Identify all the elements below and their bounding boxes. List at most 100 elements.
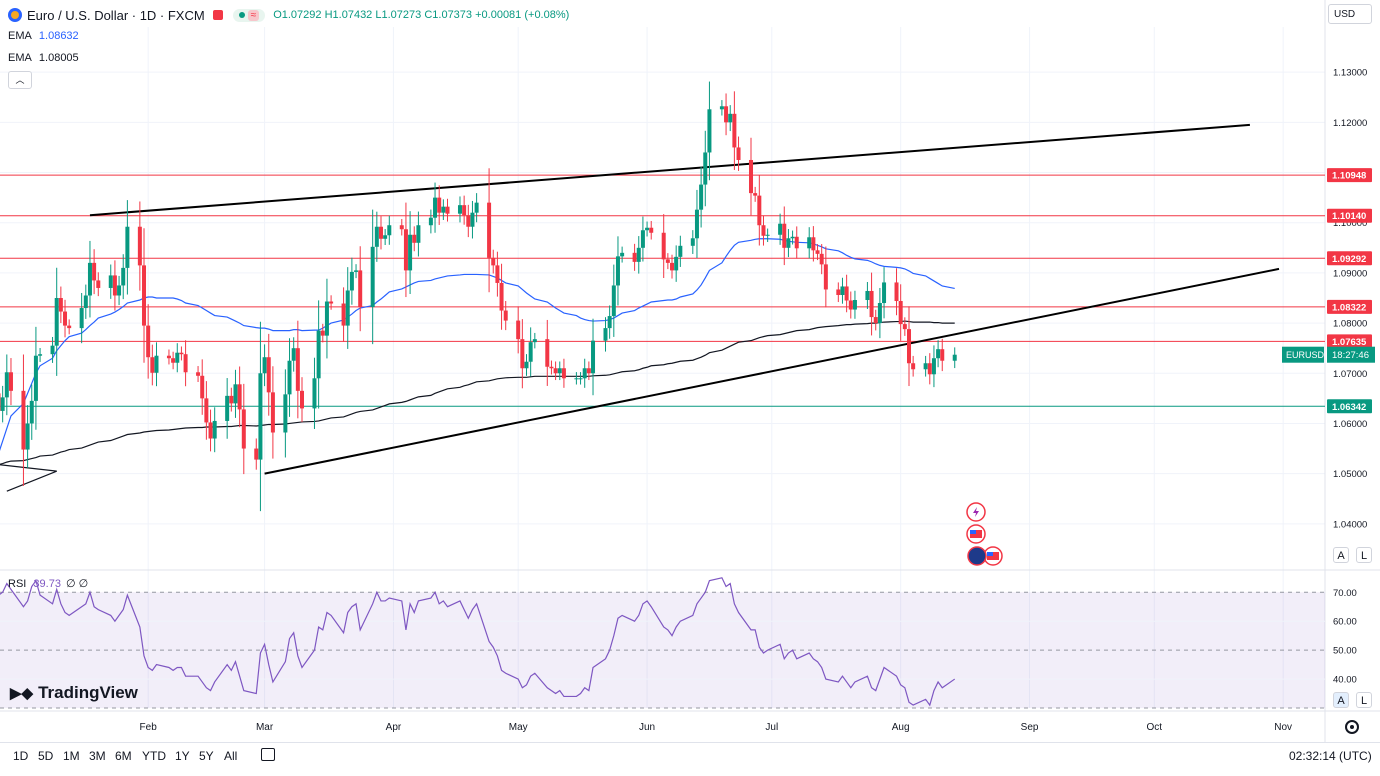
price-axis-tick-label: 1.04000 — [1333, 519, 1367, 530]
candle-body — [620, 252, 625, 257]
price-axis-tick-label: 1.06000 — [1333, 419, 1367, 430]
time-axis-tick-label: Jul — [765, 722, 778, 733]
candle-body — [840, 286, 845, 295]
candle-body — [873, 317, 878, 324]
candle-body — [291, 348, 296, 361]
bottom-toolbar: 1D 5D 1M 3M 6M YTD 1Y 5Y All 02:32:14 (U… — [0, 742, 1380, 769]
candle-body — [183, 354, 188, 373]
candle-body — [670, 262, 675, 271]
ema-label: EMA — [8, 52, 32, 64]
currency-pair-icon — [8, 8, 22, 22]
collapse-legend-button[interactable]: ︿ — [8, 71, 32, 89]
candle-body — [491, 257, 496, 266]
price-axis-tick-label: 1.13000 — [1333, 68, 1367, 79]
candle-body — [299, 390, 304, 409]
candle-body — [528, 342, 533, 362]
currency-selector[interactable]: USD — [1328, 4, 1372, 24]
ema-legend-1[interactable]: EMA 1.08632 — [8, 30, 79, 42]
candle-body — [836, 289, 841, 295]
candle-body — [125, 226, 130, 268]
timeframe-5d-button[interactable]: 5D — [38, 749, 54, 763]
candle-body — [524, 361, 529, 369]
log-scale-toggle[interactable]: L — [1356, 547, 1372, 563]
ema-legend-2[interactable]: EMA 1.08005 — [8, 52, 79, 64]
ema-label: EMA — [8, 30, 32, 42]
candle-body — [121, 267, 126, 286]
horizontal-level-label: 1.10948 — [1332, 171, 1366, 182]
timeframe-ytd-button[interactable]: YTD — [142, 749, 166, 763]
candle-body — [225, 395, 230, 421]
candle-body — [383, 235, 388, 239]
rsi-line — [0, 577, 956, 707]
rsi-log-scale-toggle[interactable]: L — [1356, 692, 1372, 708]
rsi-extra: ∅ ∅ — [66, 578, 89, 590]
rsi-auto-scale-toggle[interactable]: A — [1333, 692, 1349, 708]
candle-body — [295, 348, 300, 391]
candle-body — [433, 197, 438, 218]
timeframe-1d-button[interactable]: 1D — [13, 749, 29, 763]
candle-body — [936, 349, 941, 359]
candle-body — [865, 290, 870, 301]
candle-body — [703, 152, 708, 185]
timeframe-all-button[interactable]: All — [224, 749, 238, 763]
candle-body — [441, 206, 446, 213]
candle-body — [869, 290, 874, 318]
candle-body — [678, 245, 683, 257]
horizontal-level-label-box — [1327, 251, 1372, 266]
market-closed-icon — [212, 10, 223, 20]
indicator-status-pill[interactable]: ≈ — [232, 8, 266, 22]
candle-body — [603, 328, 608, 341]
change-value: +0.00081 (+0.08%) — [475, 9, 570, 21]
candle-body — [615, 256, 620, 286]
candle-body — [811, 237, 816, 251]
candle-body — [902, 324, 907, 330]
candle-body — [894, 282, 899, 302]
tradingview-logo[interactable]: ▶◆ TradingView — [10, 683, 138, 703]
candle-body — [578, 378, 583, 380]
candle-body — [345, 290, 350, 326]
horizontal-level-label: 1.10140 — [1332, 211, 1366, 222]
auto-scale-toggle[interactable]: A — [1333, 547, 1349, 563]
log-scale-label: L — [1360, 550, 1368, 562]
rsi-axis-tick-label: 60.00 — [1333, 617, 1357, 628]
candle-body — [4, 372, 9, 398]
candle-body — [266, 357, 271, 393]
candle-body — [931, 358, 936, 375]
candle-body — [877, 303, 882, 324]
candle-body — [545, 339, 550, 367]
candle-body — [166, 355, 171, 359]
candle-body — [778, 223, 783, 235]
candle-body — [674, 256, 679, 271]
eu-flag-event-icon — [967, 546, 987, 566]
candle-body — [487, 202, 492, 258]
price-chart[interactable]: 1.130001.120001.110001.100001.090001.080… — [0, 0, 1380, 742]
candle-body — [324, 301, 329, 336]
candle-body — [632, 252, 637, 262]
go-to-date-calendar-icon[interactable] — [261, 748, 275, 761]
candle-body — [640, 230, 645, 248]
high-value: H1.07432 — [324, 9, 373, 21]
candle-body — [408, 234, 413, 271]
candle-body — [200, 375, 205, 399]
rsi-legend[interactable]: RSI 39.73 ∅ ∅ — [8, 577, 88, 590]
timeframe-1y-button[interactable]: 1Y — [175, 749, 190, 763]
utc-clock[interactable]: 02:32:14 (UTC) — [1289, 749, 1372, 763]
price-axis-tick-label: 1.09000 — [1333, 268, 1367, 279]
auto-scale-label: A — [1337, 695, 1345, 707]
candle-body — [403, 229, 408, 271]
timeframe-6m-button[interactable]: 6M — [115, 749, 132, 763]
timeframe-5y-button[interactable]: 5Y — [199, 749, 214, 763]
time-axis-tick-label: May — [509, 722, 528, 733]
horizontal-level-label: 1.07635 — [1332, 337, 1367, 348]
us-flag-canton — [987, 552, 993, 556]
candle-body — [399, 225, 404, 230]
ohlc-values: O1.07292 H1.07432 L1.07273 C1.07373 +0.0… — [273, 9, 569, 21]
timeframe-3m-button[interactable]: 3M — [89, 749, 106, 763]
chart-settings-gear-icon[interactable] — [1345, 720, 1359, 734]
candle-body — [233, 384, 238, 404]
candle-body — [611, 285, 616, 317]
symbol-title[interactable]: Euro / U.S. Dollar · 1D · FXCM — [27, 7, 205, 23]
candle-body — [557, 368, 562, 374]
price-axis-tick-label: 1.10000 — [1333, 218, 1367, 229]
timeframe-1m-button[interactable]: 1M — [63, 749, 80, 763]
